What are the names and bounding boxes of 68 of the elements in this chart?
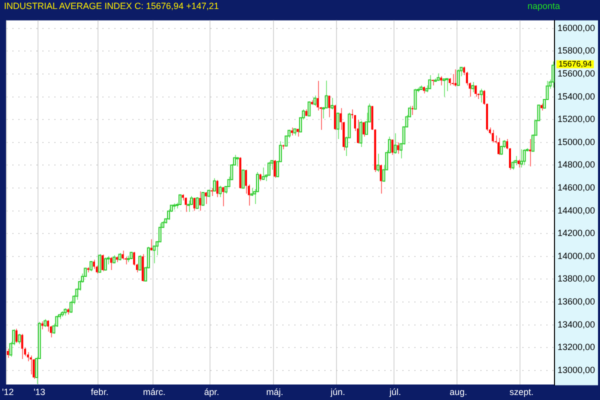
candlestick (102, 254, 104, 272)
candlestick (26, 352, 29, 362)
text: 15676,94 (558, 59, 592, 68)
y-tick-label: 16000,00 (557, 22, 596, 33)
y-tick-label: 14200,00 (557, 228, 596, 238)
y-tick-label: 14000,00 (557, 250, 596, 261)
y-tick-label: 15800,00 (557, 46, 596, 56)
y-tick-label: 15600,00 (557, 68, 596, 78)
x-tick-label: máj. (266, 387, 284, 398)
y-tick-label: 13200,00 (557, 342, 596, 352)
candlestick (316, 80, 319, 111)
candlestick (452, 73, 454, 86)
candlestick (440, 76, 442, 86)
candlestick (529, 138, 532, 167)
candlestick (274, 160, 276, 178)
chart-title: INDUSTRIAL AVERAGE INDEX C: 15676,94 +147,21 (4, 0, 219, 12)
candlestick (492, 129, 494, 143)
candlestick (92, 259, 95, 270)
y-tick-label: 13600,00 (557, 296, 596, 306)
y-tick-label: 13800,00 (557, 274, 596, 284)
candlestick (411, 105, 414, 116)
y-tick-label: 14400,00 (557, 205, 596, 216)
candlestick (474, 84, 477, 98)
candlestick (15, 328, 18, 344)
candlestick (210, 187, 213, 196)
candlestick (32, 358, 35, 380)
candlestick (30, 355, 32, 375)
y-tick-label: 15400,00 (557, 91, 596, 102)
candlestick (133, 251, 136, 266)
x-tick-label: aug. (450, 387, 468, 398)
y-tick-label: 13000,00 (557, 364, 596, 375)
candlestick (193, 197, 196, 212)
candlestick (432, 79, 434, 86)
candlestick (6, 348, 9, 358)
x-tick-label: '12 (2, 387, 14, 398)
candlestick (184, 197, 187, 212)
x-tick-label: febr. (90, 387, 108, 398)
x-tick-label: jún. (330, 387, 346, 398)
candlestick (204, 191, 207, 204)
candlestick (454, 68, 456, 88)
candlestick (334, 104, 336, 130)
candlestick (47, 320, 50, 332)
y-tick-label: 13400,00 (557, 319, 596, 330)
y-tick-label: 14800,00 (557, 160, 596, 170)
candlestick (391, 139, 394, 156)
candlestick (222, 186, 224, 207)
candlestick (216, 180, 218, 198)
y-tick-label: 15200,00 (557, 114, 596, 124)
x-tick-label: júl. (388, 387, 401, 398)
candlestick (498, 137, 500, 156)
y-tick-label: 14600,00 (557, 182, 596, 192)
x-tick-label: márc. (142, 387, 166, 398)
candlestick (199, 190, 202, 212)
x-tick-label: '13 (34, 387, 46, 398)
candlestick (397, 142, 400, 154)
candlestick (110, 256, 112, 271)
chart-subtitle: naponta (527, 0, 560, 12)
x-tick-label: ápr. (204, 387, 220, 398)
candlestick (380, 164, 382, 194)
y-tick-label: 15000,00 (557, 136, 596, 147)
x-tick-label: szept. (509, 387, 534, 398)
candlestick (356, 119, 359, 144)
candlestick (122, 250, 124, 260)
candlestick (328, 95, 330, 118)
candlestick (21, 333, 24, 360)
candlestick (142, 254, 144, 282)
candlestick (362, 121, 365, 138)
candlestick (245, 169, 248, 194)
